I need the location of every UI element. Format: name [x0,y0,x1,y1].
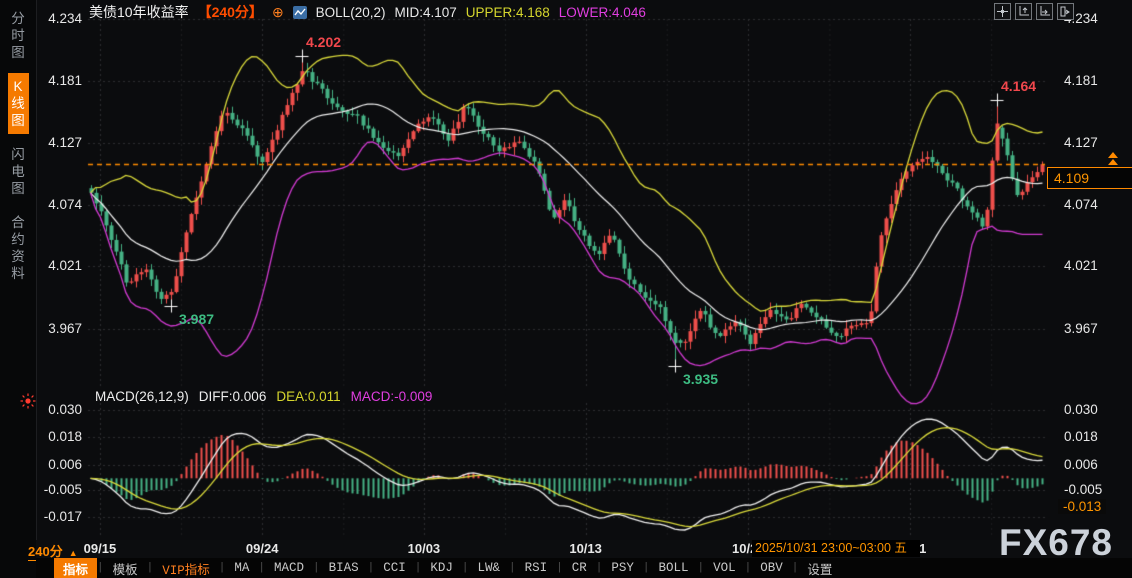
axis-tick-label: 4.181 [48,72,82,88]
tab-separator: | [697,562,705,574]
period-selector[interactable]: 240分 ▲ [28,541,78,561]
toolbar-tab-7[interactable]: CCI [383,561,406,575]
toolbar-tab-8[interactable]: KDJ [430,561,453,575]
sidebar-item-kline[interactable]: K线图 [7,73,29,134]
current-price-tag: 4.109 [1047,166,1132,189]
toolbar-tab-6[interactable]: BIAS [328,561,359,575]
macd-dea-value: DEA:0.011 [276,389,341,404]
macd-diff-value: DIFF:0.006 [198,389,267,404]
date-label: 09/24 [245,541,279,556]
watermark: FX678 [999,522,1114,563]
y-scale-icon[interactable] [1015,3,1032,20]
price-arrow-icon [1108,151,1118,166]
axis-tick-label: -0.005 [1064,481,1103,497]
axis-tick-label: 3.967 [48,321,82,336]
tab-separator: | [744,562,752,574]
macd-label: MACD(26,12,9) [95,389,189,404]
chevron-up-icon: ▲ [68,548,78,558]
x-scale-icon[interactable] [1036,3,1053,20]
toolbar-tab-14[interactable]: VOL [713,561,736,575]
axis-tick-label: 4.181 [1064,72,1098,88]
crosshair-icon[interactable] [994,3,1011,20]
toolbar-tab-9[interactable]: LW& [477,561,501,575]
price-annotation-high: 4.164 [1001,78,1037,94]
axis-tick-label: -0.017 [43,509,82,524]
period-badge: 【240分】 [197,4,263,20]
session-tooltip: 2025/10/31 23:00~03:00 五 [752,540,920,557]
date-axis: 240分 ▲ 2025/10/31 23:00~03:00 五 09/15 09/2… [28,540,1132,561]
axis-tick-label: 0.030 [48,402,82,417]
indicator-icon [292,5,307,19]
add-alert-icon[interactable]: ⊕ [271,4,284,20]
toolbar-tab-4[interactable]: MA [234,561,250,575]
sidebar: 分时图 K线图 闪电图 合约资料 [0,0,37,578]
symbol-title: 美债10年收益率 [89,4,189,20]
tab-separator: | [258,562,265,574]
axis-tick-label: 0.018 [48,429,82,445]
toolbar-tab-15[interactable]: OBV [760,561,783,575]
axis-tick-label: 4.074 [1064,196,1098,212]
tab-separator: | [97,562,104,574]
toolbar-background [36,558,1132,578]
axis-tick-label: 3.967 [1064,321,1098,336]
chart-tools [994,3,1074,20]
toolbar-tab-10[interactable]: RSI [524,561,548,575]
axis-tick-label: 0.006 [1064,456,1098,472]
date-label: 09/15 [83,541,117,556]
toolbar-tab-11[interactable]: CR [571,561,587,575]
sidebar-item-timeshare[interactable]: 分时图 [11,11,25,60]
axis-tick-label: 0.006 [48,456,82,472]
tab-separator: | [595,562,603,574]
price-annotation-high: 4.202 [306,34,342,50]
axis-tick-label: -0.005 [43,481,82,497]
boll-label: BOLL(20,2) [315,4,386,20]
period-selector-label: 240分 [28,544,63,561]
tab-separator: | [414,562,422,574]
chart-header: 美债10年收益率 【240分】 ⊕ BOLL(20,2) MID:4.107 U… [89,3,646,21]
axis-tick-label: 4.127 [1064,135,1098,151]
alert-dot-icon[interactable] [19,392,37,415]
axis-tick-label: 4.074 [48,196,82,212]
boll-mid-value: MID:4.107 [394,4,457,20]
tab-separator: | [509,562,516,574]
boll-upper-value: UPPER:4.168 [465,4,550,20]
sidebar-item-lightning[interactable]: 闪电图 [11,147,25,196]
macd-hist-value: MACD:-0.009 [350,389,433,404]
macd-header: MACD(26,12,9) DIFF:0.006 DEA:0.011 MACD:… [95,389,432,404]
axis-tick-label: 0.030 [1064,402,1098,417]
price-annotation-low: 3.987 [179,311,215,327]
tab-separator: | [791,562,799,574]
date-label: 10/03 [407,541,441,556]
toolbar-tab-13[interactable]: BOLL [658,561,689,575]
axis-tick-label: 4.021 [1064,258,1098,274]
price-annotation-low: 3.935 [683,371,719,387]
tab-separator: | [461,562,469,574]
toolbar-tab-16[interactable]: 设置 [807,563,833,578]
macd-current-badge: -0.013 [1058,498,1107,514]
indicator-toolbar: 指标 | 模板 | VIP指标 | MA | MACD | BIAS | CCI | KDJ | LW& | RSI… [54,557,841,578]
tab-separator: | [218,562,226,574]
tab-separator: | [367,562,375,574]
tab-separator: | [642,562,650,574]
axis-tick-label: 4.127 [48,135,82,151]
toolbar-tab-3[interactable]: VIP指标 [162,563,210,578]
axis-tick-label: 4.234 [48,11,82,26]
sidebar-item-contract-info[interactable]: 合约资料 [11,215,25,281]
tab-separator: | [313,562,320,574]
toolbar-tab-12[interactable]: PSY [611,561,634,575]
axis-tick-label: 0.018 [1064,429,1098,445]
boll-lower-value: LOWER:4.046 [558,4,646,20]
toolbar-tab-2[interactable]: 模板 [112,563,138,578]
pane-expand-icon[interactable] [1057,3,1074,20]
axis-tick-label: 4.021 [48,258,82,274]
tab-separator: | [556,562,563,574]
date-label: 10/13 [569,541,602,556]
toolbar-tab-1[interactable]: 指标 [54,557,98,578]
toolbar-tab-5[interactable]: MACD [274,561,305,575]
tab-separator: | [146,562,154,574]
